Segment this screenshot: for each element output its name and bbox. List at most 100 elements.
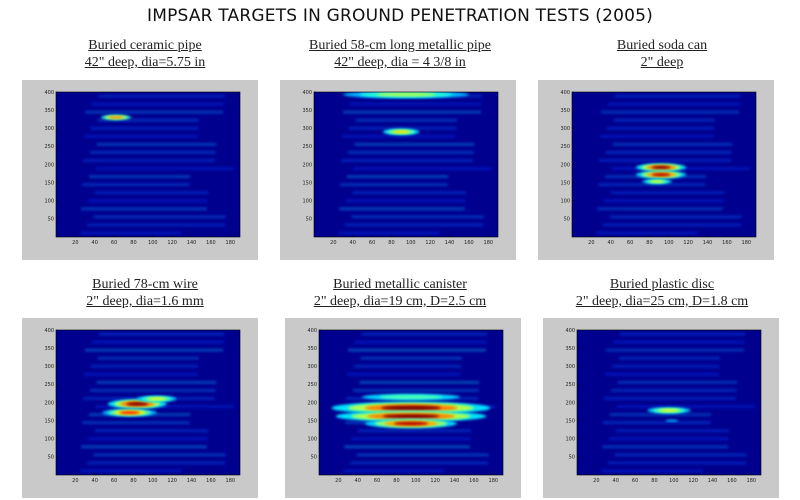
x-tick-label: 160: [464, 240, 474, 246]
panel-caption-line1: Buried ceramic pipe: [88, 38, 202, 53]
heatmap-striation: [360, 356, 462, 360]
x-tick-label: 120: [167, 478, 177, 484]
x-tick-label: 120: [688, 478, 698, 484]
heatmap-background: [577, 330, 761, 475]
heatmap-striation: [81, 445, 207, 449]
heatmap-striation: [355, 118, 457, 122]
heatmap-striation: [603, 199, 724, 203]
heatmap-striation: [91, 102, 224, 106]
heatmap-striation: [607, 461, 746, 465]
y-tick-label: 50: [306, 217, 312, 223]
heatmap-striation: [344, 445, 470, 449]
heatmap-striation: [359, 380, 480, 384]
x-tick-label: 80: [130, 240, 136, 246]
heatmap-striation: [600, 134, 714, 138]
y-tick-label: 150: [560, 180, 570, 186]
heatmap-striation: [357, 429, 472, 433]
heatmap-striation: [354, 340, 487, 344]
heatmap-striation: [342, 134, 456, 138]
x-tick-label: 80: [393, 478, 399, 484]
y-tick-label: 400: [44, 328, 54, 334]
heatmap-striation: [85, 348, 224, 352]
heatmap-striation: [605, 372, 719, 376]
panel-ceramic-pipe: Buried ceramic pipe 42" deep, dia=5.75 i…: [14, 37, 276, 71]
heatmap-plot: 20 40 60 80 100 120 140 160 180 50 100 150 200 250 300…: [44, 328, 241, 484]
x-tick-label: 100: [148, 240, 158, 246]
figure-title: IMPSAR TARGETS IN GROUND PENETRATION TES…: [146, 6, 654, 26]
plot-frame: 20 40 60 80 100 120 140 160 180 50 100 150 200 250 300…: [543, 318, 779, 498]
panel-caption-line2: 2" deep, dia=25 cm, D=1.8 cm: [575, 294, 749, 309]
panel-caption-line1: Buried plastic disc: [609, 277, 715, 292]
heatmap-hotspot: [392, 130, 410, 134]
heatmap-hotspot: [650, 180, 665, 183]
x-tick-label: 120: [167, 240, 177, 246]
x-tick-label: 20: [335, 478, 341, 484]
heatmap-striation: [82, 421, 190, 425]
x-tick-label: 120: [683, 240, 693, 246]
y-tick-label: 350: [44, 108, 54, 114]
heatmap-striation: [347, 150, 474, 154]
heatmap-striation: [84, 134, 198, 138]
panel-wire: Buried 78-cm wire 2" deep, dia=1.6 mm: [14, 276, 276, 310]
x-tick-label: 140: [445, 240, 455, 246]
y-tick-label: 350: [302, 108, 312, 114]
y-tick-label: 100: [307, 437, 317, 443]
x-tick-label: 60: [632, 478, 638, 484]
heatmap-striation: [609, 413, 712, 417]
panel-caption-line2: 42" deep, dia=5.75 in: [84, 55, 206, 70]
heatmap-striation: [340, 183, 448, 187]
x-tick-label: 20: [593, 478, 599, 484]
x-tick-label: 140: [708, 478, 718, 484]
y-tick-label: 250: [302, 144, 312, 150]
panel-caption-line1: Buried soda can: [616, 38, 708, 53]
x-tick-label: 180: [226, 240, 236, 246]
heatmap-striation: [609, 215, 742, 219]
heatmap-striation: [618, 356, 720, 360]
x-tick-label: 20: [72, 240, 78, 246]
heatmap-hotspot: [380, 405, 442, 411]
x-tick-label: 140: [187, 240, 197, 246]
y-tick-label: 350: [307, 346, 317, 352]
panel-caption-line2: 2" deep, dia=19 cm, D=2.5 cm: [313, 294, 487, 309]
heatmap-hotspot: [651, 165, 671, 169]
x-tick-label: 60: [627, 240, 633, 246]
y-tick-label: 350: [560, 108, 570, 114]
y-tick-label: 300: [565, 364, 575, 370]
y-tick-label: 250: [307, 382, 317, 388]
heatmap-striation: [96, 380, 217, 384]
heatmap-striation: [612, 340, 745, 344]
x-tick-label: 140: [187, 478, 197, 484]
heatmap-striation: [347, 372, 461, 376]
heatmap-striation: [352, 191, 467, 195]
x-tick-label: 40: [608, 240, 614, 246]
y-tick-label: 100: [565, 437, 575, 443]
heatmap-striation: [617, 380, 738, 384]
plot-frame: 20 40 60 80 100 120 140 160 180 50 100 150 200 250 300…: [22, 318, 258, 498]
panel-caption-line1: Buried 58-cm long metallic pipe: [309, 38, 491, 53]
heatmap-striation: [93, 453, 226, 457]
heatmap-hotspot: [651, 173, 671, 177]
x-tick-label: 80: [651, 478, 657, 484]
panel-plastic-disc: Buried plastic disc 2" deep, dia=25 cm, …: [531, 276, 793, 310]
heatmap-striation: [90, 364, 199, 368]
heatmap-hotspot: [393, 421, 429, 426]
y-tick-label: 250: [44, 144, 54, 150]
heatmap-striation: [603, 421, 711, 425]
x-tick-label: 180: [226, 478, 236, 484]
heatmap-hotspot: [665, 419, 679, 422]
heatmap-striation: [607, 102, 740, 106]
y-tick-label: 400: [307, 328, 317, 334]
x-tick-label: 40: [355, 478, 361, 484]
y-tick-label: 100: [44, 199, 54, 205]
heatmap-striation: [346, 175, 449, 179]
heatmap-striation: [616, 405, 755, 409]
heatmap-striation: [351, 215, 484, 219]
y-tick-label: 150: [44, 180, 54, 186]
plot-frame: 20 40 60 80 100 120 140 160 180 50 100 150 200 250 300…: [538, 80, 774, 260]
heatmap-striation: [353, 364, 462, 368]
heatmap-striation: [610, 388, 737, 392]
heatmap-plot: 20 40 60 80 100 120 140 160 180 50 100 150 200 250 300…: [44, 90, 241, 246]
y-tick-label: 200: [302, 162, 312, 168]
y-tick-label: 150: [302, 180, 312, 186]
y-tick-label: 400: [44, 90, 54, 96]
